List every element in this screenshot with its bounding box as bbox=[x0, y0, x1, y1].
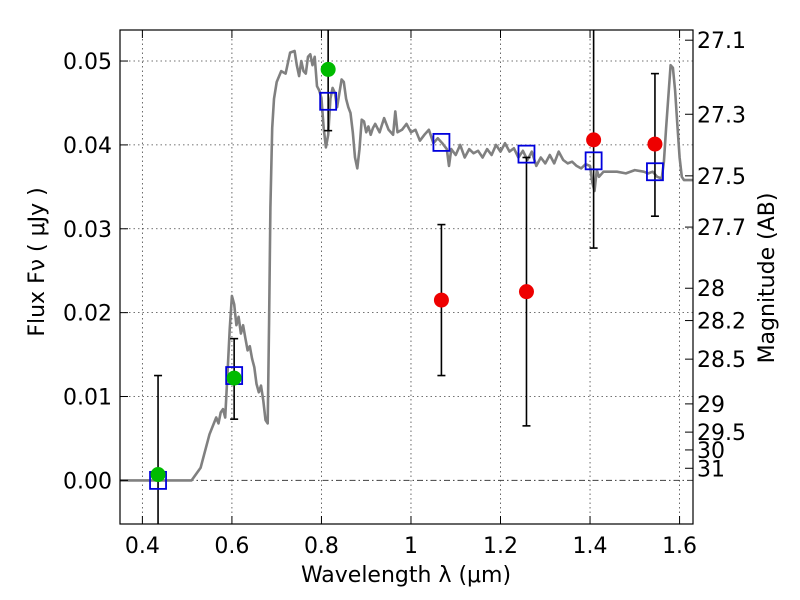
x-tick-label-2: 0.8 bbox=[304, 534, 339, 559]
x-axis-label: Wavelength λ (μm) bbox=[301, 563, 511, 588]
x-tick-label-6: 1.6 bbox=[662, 534, 697, 559]
x-axis-ticks: 0.4 0.6 0.8 1 1.2 1.4 1.6 bbox=[125, 30, 697, 559]
plot-frame bbox=[119, 29, 694, 525]
magnitude-tick-label-0: 27.1 bbox=[697, 29, 746, 54]
y-axis-label: Flux Fν ( μJy ) bbox=[25, 187, 50, 336]
y-tick-label-5: 0.05 bbox=[63, 50, 112, 75]
x-tick-label-5: 1.4 bbox=[573, 534, 608, 559]
magnitude-tick-label-3: 27.7 bbox=[697, 216, 746, 241]
model-box-2 bbox=[319, 91, 338, 111]
x-tick-label-0: 0.4 bbox=[125, 534, 160, 559]
red-point-2 bbox=[586, 132, 602, 148]
y-axis-ticks: 0.00 0.01 0.02 0.03 0.04 0.05 bbox=[63, 50, 128, 494]
y-tick-label-4: 0.04 bbox=[63, 134, 112, 159]
magnitude-tick-label-9: 30 bbox=[697, 439, 725, 464]
red-point-1 bbox=[518, 284, 534, 300]
magnitude-axis-label: Magnitude (AB) bbox=[755, 193, 780, 364]
magnitude-tick-label-2: 27.5 bbox=[697, 165, 746, 190]
magnitude-tick-label-5: 28.2 bbox=[697, 310, 746, 335]
magnitude-tick-label-6: 28.5 bbox=[697, 348, 746, 373]
green-point-1 bbox=[226, 370, 242, 386]
magnitude-tick-label-8: 29.5 bbox=[697, 421, 746, 446]
model-box-6 bbox=[646, 162, 664, 182]
model-box-3 bbox=[432, 132, 451, 152]
model-box-5 bbox=[584, 151, 603, 171]
x-tick-label-3: 1 bbox=[404, 534, 418, 559]
red-point-3 bbox=[647, 136, 663, 152]
x-tick-label-1: 0.6 bbox=[214, 534, 249, 559]
template-spectrum bbox=[120, 49, 693, 482]
magnitude-tick-label-7: 29 bbox=[697, 393, 725, 418]
y-tick-label-1: 0.01 bbox=[63, 386, 112, 411]
template-spectrum-line bbox=[120, 49, 693, 482]
y-tick-label-0: 0.00 bbox=[63, 469, 112, 494]
plot-background bbox=[120, 30, 693, 524]
green-point-0 bbox=[150, 467, 166, 483]
magnitude-tick-label-1: 27.3 bbox=[697, 103, 746, 128]
x-tick-label-4: 1.2 bbox=[483, 534, 518, 559]
magnitude-tick-label-10: 31 bbox=[697, 457, 725, 482]
y-tick-label-2: 0.02 bbox=[63, 302, 112, 327]
model-box-4 bbox=[517, 144, 536, 164]
green-point-2 bbox=[320, 61, 336, 77]
measured-flux-points bbox=[150, 61, 663, 483]
y-tick-label-3: 0.03 bbox=[63, 218, 112, 243]
magnitude-tick-label-4: 28 bbox=[697, 277, 725, 302]
red-point-0 bbox=[433, 292, 449, 308]
